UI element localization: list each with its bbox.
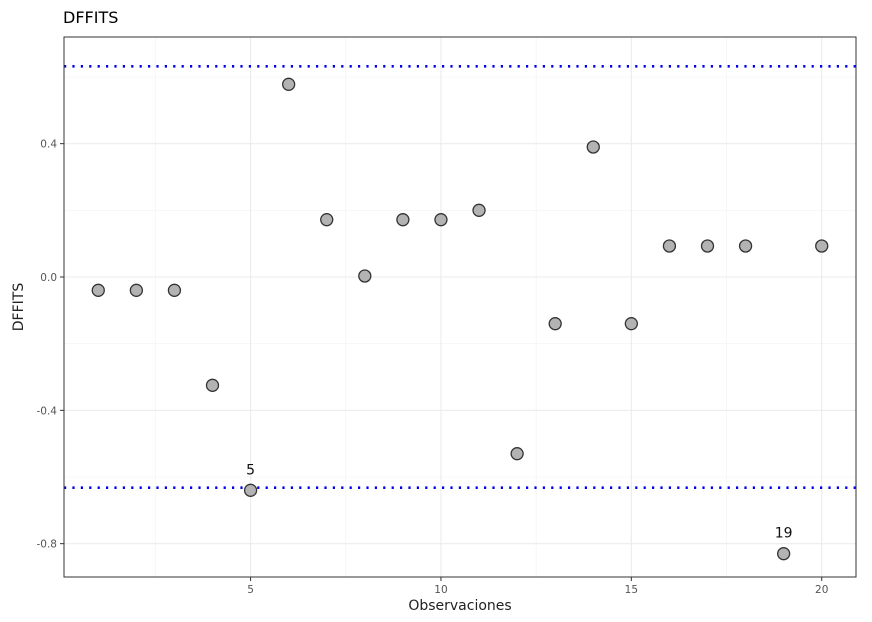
data-point [777, 547, 791, 561]
y-axis-ticks: -0.8 -0.4 0.0 0.4 [37, 139, 64, 551]
point-label: 19 [775, 526, 793, 542]
data-point [548, 317, 562, 331]
minor-gridlines [64, 37, 856, 577]
data-point [586, 140, 600, 154]
y-tick-label: -0.8 [37, 539, 58, 551]
point-labels: 5 19 [246, 462, 792, 541]
data-points [91, 77, 829, 561]
data-point [738, 239, 753, 253]
x-tick-label: 5 [247, 584, 254, 596]
data-point [662, 239, 677, 253]
major-gridlines [64, 37, 856, 577]
data-point [358, 269, 372, 283]
data-point [205, 378, 220, 392]
x-tick-label: 20 [815, 584, 828, 596]
panel-border [63, 36, 857, 578]
point-label: 5 [246, 462, 255, 478]
data-point [624, 317, 638, 331]
y-tick-label: 0.4 [40, 139, 57, 151]
data-point [815, 239, 829, 253]
y-tick-label: -0.4 [37, 405, 58, 417]
x-axis-ticks: 5 10 15 20 [247, 577, 828, 596]
y-tick-label: 0.0 [40, 272, 57, 284]
data-point [91, 283, 105, 297]
data-point [129, 283, 143, 297]
data-point [472, 203, 486, 217]
data-point [282, 77, 296, 91]
data-point [243, 483, 258, 497]
chart-title: DFFITS [63, 8, 119, 27]
y-axis-title: DFFITS [11, 282, 27, 332]
x-tick-label: 10 [434, 584, 447, 596]
data-point [434, 213, 448, 227]
x-tick-label: 15 [625, 584, 638, 596]
data-point [320, 213, 334, 227]
x-axis-title: Observaciones [408, 598, 512, 614]
data-point [167, 283, 182, 297]
data-point [700, 239, 715, 253]
data-point [510, 447, 524, 461]
threshold-lines [64, 65, 856, 489]
data-point [396, 213, 410, 227]
